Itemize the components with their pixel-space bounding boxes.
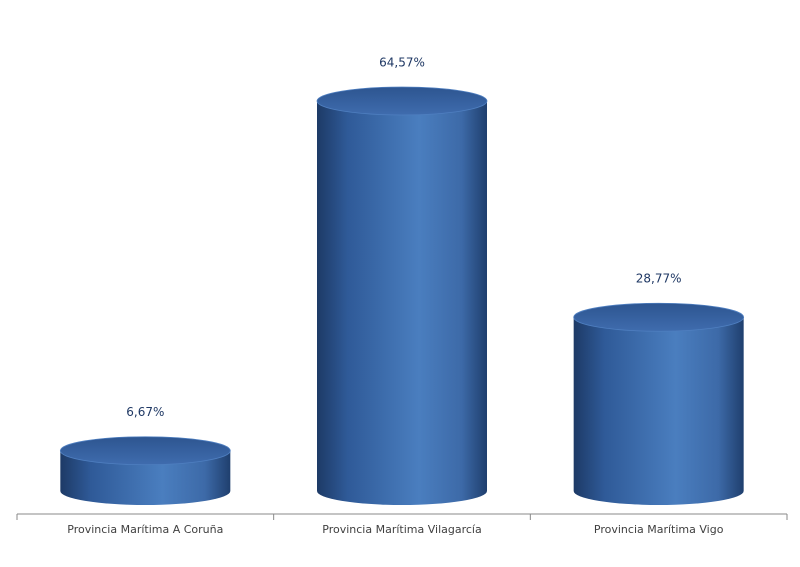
value-label: 64,57% [379, 55, 425, 69]
value-label: 6,67% [126, 405, 164, 419]
cylinder-top [59, 436, 231, 466]
value-label: 28,77% [636, 272, 682, 286]
cylinder-top [573, 302, 745, 332]
x-tick-label: Provincia Marítima A Coruña [67, 523, 223, 536]
x-tick-label: Provincia Marítima Vilagarcía [322, 523, 481, 536]
cylinder-top [316, 86, 488, 116]
cylinder [573, 317, 744, 505]
cylinder [317, 100, 487, 506]
cylinder [60, 450, 231, 505]
x-tick-label: Provincia Marítima Vigo [594, 523, 724, 536]
